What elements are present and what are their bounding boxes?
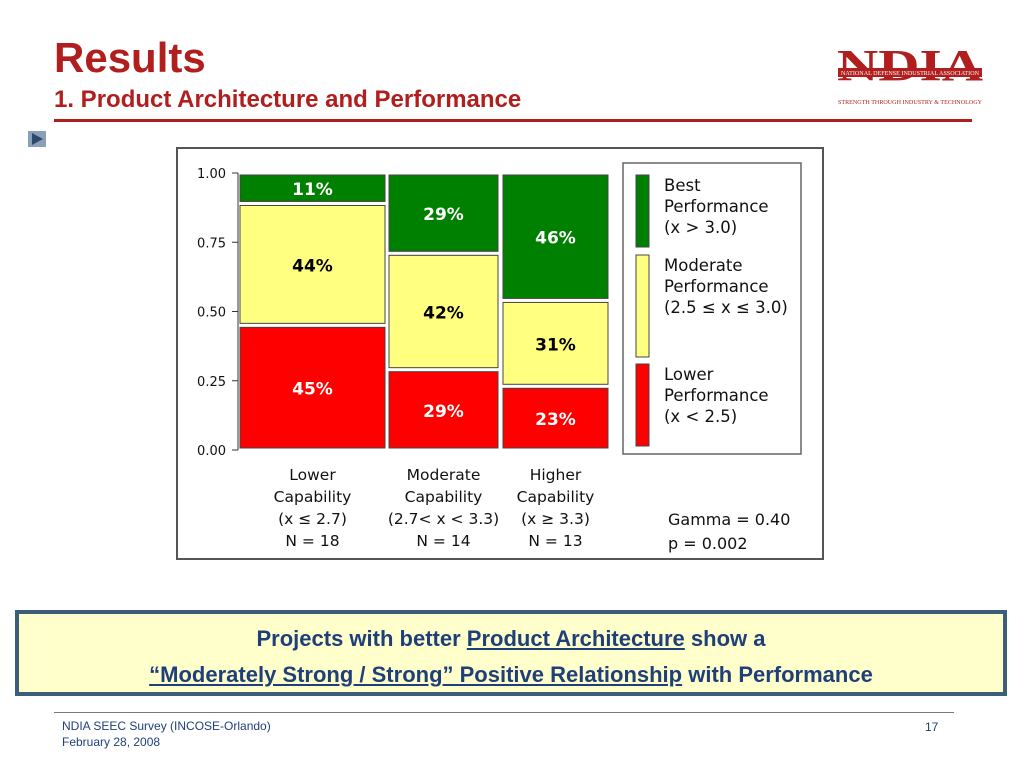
bar-segment-moderate: [388, 254, 499, 369]
legend-label: (x < 2.5): [664, 407, 737, 426]
gamma-stat: Gamma = 0.40: [668, 510, 790, 529]
bar-segment-moderate: [239, 204, 386, 324]
legend-label: Lower: [664, 365, 714, 384]
bar-segment-best: [502, 174, 609, 299]
data-label: 23%: [535, 410, 576, 430]
legend-swatch-best: [635, 174, 650, 248]
x-category-label: Capability: [517, 488, 595, 506]
bar-segment-lower: [388, 371, 499, 449]
bar-segment-lower: [239, 326, 386, 449]
data-label: 42%: [423, 304, 464, 324]
data-label: 44%: [292, 256, 333, 276]
x-category-label: (x ≥ 3.3): [521, 510, 590, 528]
bar-segment-moderate: [502, 301, 609, 385]
mosaic-chart: 1.00 0.75 0.50 0.25 0.00 45% 44% 11% Lower Capabi…: [176, 147, 824, 560]
legend-label: Best: [664, 176, 701, 195]
bar-segment-lower: [502, 387, 609, 449]
legend-label: Performance: [664, 197, 769, 216]
page-number: 17: [925, 720, 939, 734]
y-tick-label: 0.00: [197, 444, 226, 459]
bar-segment-best: [388, 174, 499, 252]
legend-label: (2.5 ≤ x ≤ 3.0): [664, 298, 788, 317]
logo-letters: NDIA: [837, 44, 983, 90]
legend-box: [622, 162, 802, 455]
page-subtitle: 1. Product Architecture and Performance: [54, 86, 522, 113]
legend-swatch-moderate: [635, 254, 650, 358]
page-title: Results: [54, 34, 206, 81]
logo-tagline-1: NATIONAL DEFENSE INDUSTRIAL ASSOCIATION: [841, 70, 979, 77]
legend-swatch-lower: [635, 363, 650, 447]
title-divider: [54, 119, 972, 122]
ndia-logo: NDIA NATIONAL DEFENSE INDUSTRIAL ASSOCIA…: [837, 44, 983, 106]
x-category-label: N = 13: [528, 532, 582, 550]
legend-label: Performance: [664, 386, 769, 405]
y-tick-label: 0.50: [197, 306, 226, 321]
x-category-label: Moderate: [407, 466, 481, 484]
y-tick-label: 0.25: [197, 375, 226, 390]
logo-tagline-2: STRENGTH THROUGH INDUSTRY & TECHNOLOGY: [838, 99, 982, 106]
callout-text: Projects with better: [256, 626, 467, 651]
x-category-label: Higher: [530, 466, 582, 484]
y-tick-label: 0.75: [197, 236, 226, 251]
footer-info: NDIA SEEC Survey (INCOSE-Orlando) Februa…: [62, 718, 271, 750]
data-label: 31%: [535, 335, 576, 355]
p-value-stat: p = 0.002: [668, 534, 748, 553]
chart-canvas: 1.00 0.75 0.50 0.25 0.00 45% 44% 11% Lower Capabi…: [197, 162, 802, 553]
x-category-label: Lower: [289, 466, 336, 484]
bar-segment-best: [239, 174, 386, 202]
data-label: 11%: [292, 180, 333, 200]
legend-label: Performance: [664, 277, 769, 296]
x-category-label: Capability: [274, 488, 352, 506]
legend-label: Moderate: [664, 256, 742, 275]
conclusion-callout: Projects with better Product Architectur…: [15, 610, 1007, 696]
y-tick-label: 1.00: [197, 167, 226, 182]
x-category-label: (x ≤ 2.7): [278, 510, 347, 528]
x-category-label: N = 18: [285, 532, 339, 550]
x-category-label: (2.7< x < 3.3): [388, 510, 499, 528]
x-category-label: Capability: [405, 488, 483, 506]
data-label: 45%: [292, 380, 333, 400]
data-label: 29%: [423, 402, 464, 422]
data-label: 29%: [423, 205, 464, 225]
footer-divider: [54, 712, 954, 713]
callout-text: show a: [684, 626, 766, 651]
data-label: 46%: [535, 229, 576, 249]
callout-line-2: “Moderately Strong / Strong” Positive Re…: [19, 662, 1003, 688]
legend-label: (x > 3.0): [664, 218, 737, 237]
callout-emphasis: “Moderately Strong / Strong” Positive Re…: [149, 662, 683, 687]
x-category-label: N = 14: [416, 532, 470, 550]
callout-text: with Performance: [682, 662, 873, 687]
callout-line-1: Projects with better Product Architectur…: [19, 626, 1003, 652]
footer-date: February 28, 2008: [62, 735, 161, 749]
callout-emphasis: Product Architecture: [466, 626, 685, 651]
footer-event: NDIA SEEC Survey (INCOSE-Orlando): [62, 719, 271, 733]
bullet-icon: [28, 131, 46, 147]
